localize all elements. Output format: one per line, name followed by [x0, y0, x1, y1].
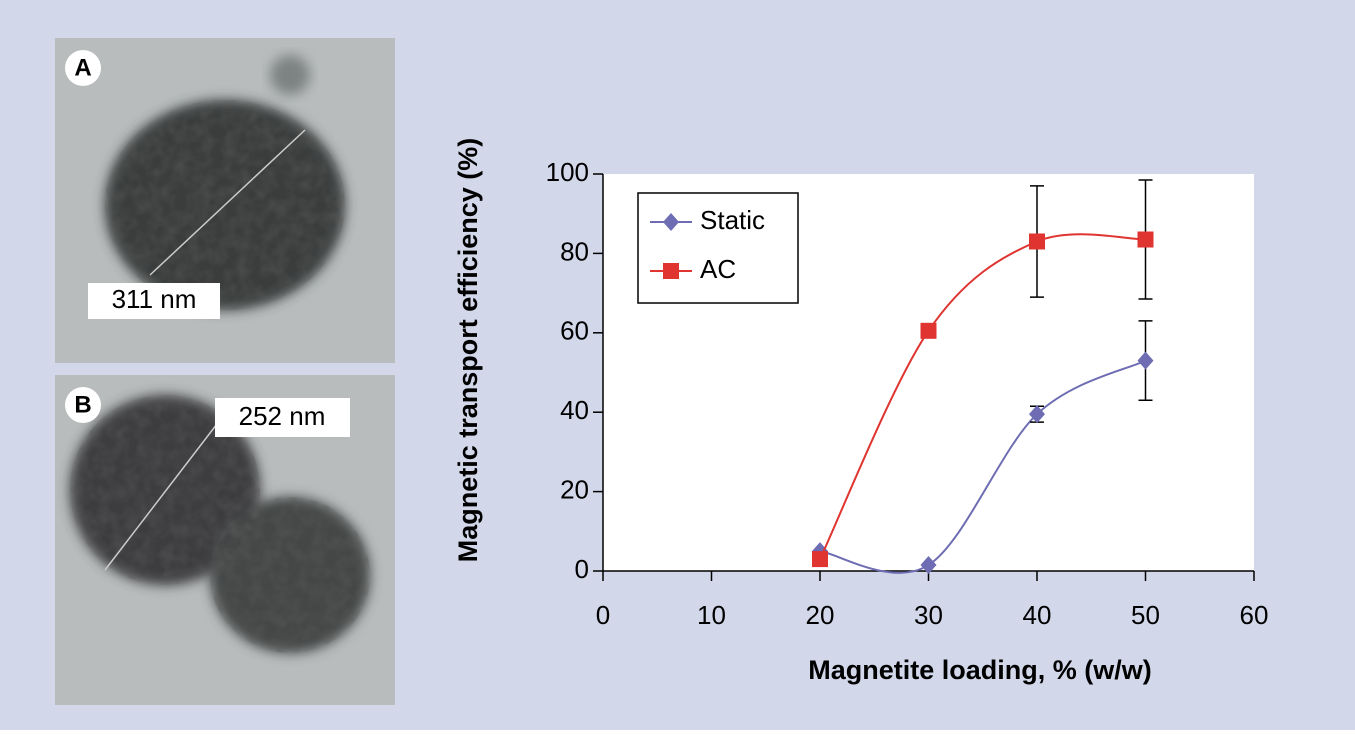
scale-label: 252 nm [239, 401, 326, 431]
x-tick-label: 60 [1240, 600, 1269, 630]
legend-marker [663, 263, 679, 279]
x-tick-label: 50 [1131, 600, 1160, 630]
x-tick-label: 30 [914, 600, 943, 630]
scale-label: 311 nm [112, 284, 197, 314]
legend-label: Static [700, 205, 765, 235]
y-tick-label: 20 [560, 474, 589, 504]
x-axis-title: Magnetite loading, % (w/w) [808, 655, 1152, 685]
y-tick-label: 40 [560, 395, 589, 425]
x-tick-label: 10 [697, 600, 726, 630]
panel-label: B [74, 391, 91, 418]
legend-label: AC [700, 254, 736, 284]
panel-label: A [74, 54, 91, 81]
data-point [1138, 232, 1154, 248]
y-axis-title: Magnetic transport efficiency (%) [453, 138, 483, 563]
x-tick-label: 40 [1023, 600, 1052, 630]
y-tick-label: 100 [546, 157, 589, 187]
x-tick-label: 20 [806, 600, 835, 630]
image-b [55, 375, 395, 705]
data-point [1029, 233, 1045, 249]
x-tick-label: 0 [596, 600, 610, 630]
image-a [55, 38, 395, 363]
y-tick-label: 80 [560, 236, 589, 266]
data-point [812, 551, 828, 567]
data-point [921, 323, 937, 339]
y-tick-label: 0 [575, 554, 589, 584]
y-tick-label: 60 [560, 316, 589, 346]
figure: A 311 nm B 252 nm Magnetite loading, % (… [0, 0, 1355, 730]
